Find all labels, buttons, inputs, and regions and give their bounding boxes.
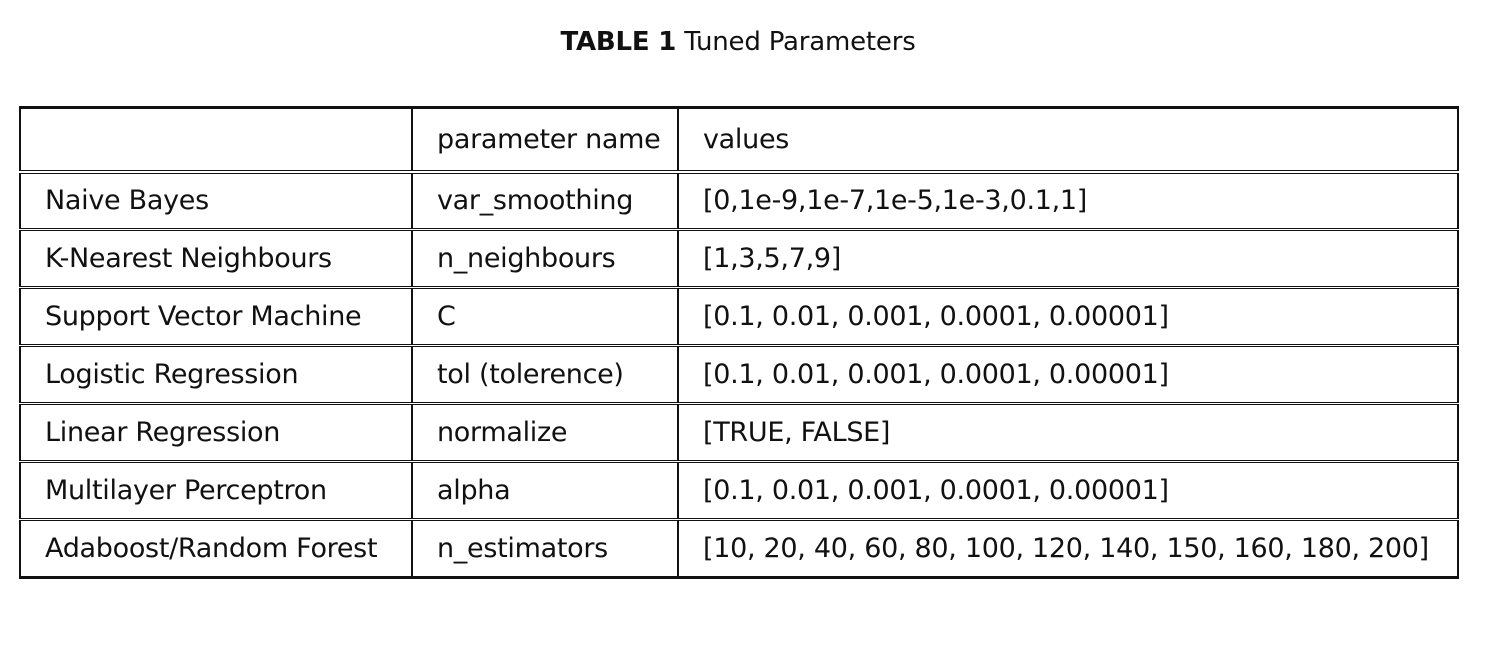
values-cell: [10, 20, 40, 60, 80, 100, 120, 140, 150,… <box>677 518 1459 578</box>
caption-text: Tuned Parameters <box>684 27 916 57</box>
parameter-name-cell: tol (tolerence) <box>411 344 679 404</box>
model-cell: Support Vector Machine <box>19 286 413 346</box>
caption-label: TABLE 1 <box>560 27 677 57</box>
parameter-name-cell: n_neighbours <box>411 228 679 288</box>
table-header-row: parameter name values <box>19 107 1459 172</box>
header-cell-values: values <box>677 107 1459 172</box>
model-cell: Adaboost/Random Forest <box>19 518 413 578</box>
parameter-name-cell: alpha <box>411 460 679 520</box>
values-cell: [TRUE, FALSE] <box>677 402 1459 462</box>
values-cell: [0.1, 0.01, 0.001, 0.0001, 0.00001] <box>677 286 1459 346</box>
model-cell: Naive Bayes <box>19 169 413 230</box>
parameter-name-cell: normalize <box>411 402 679 462</box>
table-caption: TABLE 1 Tuned Parameters <box>0 22 1476 62</box>
table-row: Multilayer Perceptron alpha [0.1, 0.01, … <box>19 460 1459 520</box>
table-row: Support Vector Machine C [0.1, 0.01, 0.0… <box>19 286 1459 346</box>
model-cell: K-Nearest Neighbours <box>19 228 413 288</box>
model-cell: Multilayer Perceptron <box>19 460 413 520</box>
parameters-table-container: parameter name values Naive Bayes var_sm… <box>19 106 1459 579</box>
values-cell: [0.1, 0.01, 0.001, 0.0001, 0.00001] <box>677 344 1459 404</box>
table-row: Naive Bayes var_smoothing [0,1e-9,1e-7,1… <box>19 169 1459 230</box>
parameter-name-cell: C <box>411 286 679 346</box>
header-cell-model <box>19 107 413 172</box>
header-cell-parameter-name: parameter name <box>411 107 679 172</box>
table-row: Logistic Regression tol (tolerence) [0.1… <box>19 344 1459 404</box>
values-cell: [0,1e-9,1e-7,1e-5,1e-3,0.1,1] <box>677 169 1459 230</box>
values-cell: [0.1, 0.01, 0.001, 0.0001, 0.00001] <box>677 460 1459 520</box>
model-cell: Logistic Regression <box>19 344 413 404</box>
parameter-name-cell: n_estimators <box>411 518 679 578</box>
model-cell: Linear Regression <box>19 402 413 462</box>
parameter-name-cell: var_smoothing <box>411 169 679 230</box>
table-row: K-Nearest Neighbours n_neighbours [1,3,5… <box>19 228 1459 288</box>
tuned-parameters-table: parameter name values Naive Bayes var_sm… <box>19 106 1459 579</box>
table-row: Adaboost/Random Forest n_estimators [10,… <box>19 518 1459 578</box>
values-cell: [1,3,5,7,9] <box>677 228 1459 288</box>
table-row: Linear Regression normalize [TRUE, FALSE… <box>19 402 1459 462</box>
